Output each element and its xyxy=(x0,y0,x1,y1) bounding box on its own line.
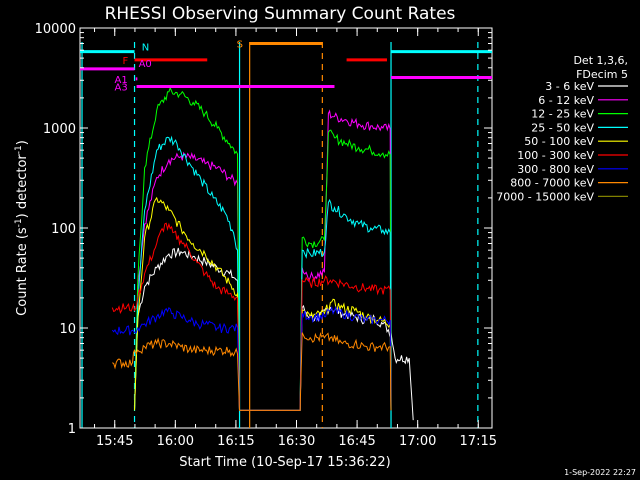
x-tick-label: 15:45 xyxy=(96,434,133,449)
legend-entry-label: 7000 - 15000 keV xyxy=(496,190,594,203)
legend-entry-label: 25 - 50 keV xyxy=(531,121,594,134)
x-tick-label: 16:45 xyxy=(338,434,375,449)
x-tick-label: 17:15 xyxy=(460,434,497,449)
y-tick-label: 100 xyxy=(51,222,76,237)
flag-label: A3 xyxy=(115,83,128,94)
legend-entry-label: 300 - 800 keV xyxy=(517,163,594,176)
y-axis-label-mid: ) detector xyxy=(15,154,30,219)
legend-entry-label: 50 - 100 keV xyxy=(524,135,594,148)
x-axis-label: Start Time (10-Sep-17 15:36:22) xyxy=(179,455,390,470)
series-group xyxy=(111,86,414,421)
y-axis-label-exp1: -1 xyxy=(14,218,24,227)
x-axis-ticks: 15:45 16:00 16:15 16:30 16:45 17:00 17:15 xyxy=(94,28,497,449)
y-axis-label-exp2: -1 xyxy=(14,145,24,154)
y-tick-label: 1000 xyxy=(43,122,76,137)
y-tick-label: 10 xyxy=(59,322,76,337)
legend-entry-label: 3 - 6 keV xyxy=(545,80,594,93)
y-axis-ticks: 1 10 100 1000 10000 xyxy=(35,22,492,437)
chart-title: RHESSI Observing Summary Count Rates xyxy=(105,4,456,24)
flag-label: A1 xyxy=(115,75,128,86)
legend-entry-label: 800 - 7000 keV xyxy=(510,177,594,190)
legend-entry-label: 6 - 12 keV xyxy=(538,94,594,107)
generation-timestamp: 1-Sep-2022 22:27 xyxy=(564,468,636,477)
y-axis-label: Count Rate (s-1) detector-1) xyxy=(14,140,30,316)
x-tick-label: 16:30 xyxy=(278,434,315,449)
legend-entry-label: 100 - 300 keV xyxy=(517,149,594,162)
y-tick-label: 10000 xyxy=(35,22,76,37)
series-line xyxy=(112,331,392,411)
flag-label: F xyxy=(123,56,129,67)
x-tick-label: 17:00 xyxy=(399,434,436,449)
legend-entry-label: 12 - 25 keV xyxy=(531,108,594,121)
legend-header-detectors: Det 1,3,6, xyxy=(573,54,628,67)
flag-label: S xyxy=(237,39,243,50)
y-axis-label-main: Count Rate (s xyxy=(15,227,30,316)
y-tick-label: 1 xyxy=(68,422,76,437)
y-axis-label-end: ) xyxy=(15,140,30,145)
x-tick-label: 16:00 xyxy=(157,434,194,449)
x-tick-label: 16:15 xyxy=(217,434,254,449)
legend-header-decimation: FDecim 5 xyxy=(576,68,628,81)
flag-label: N xyxy=(142,43,149,54)
flag-label: A0 xyxy=(139,59,152,70)
